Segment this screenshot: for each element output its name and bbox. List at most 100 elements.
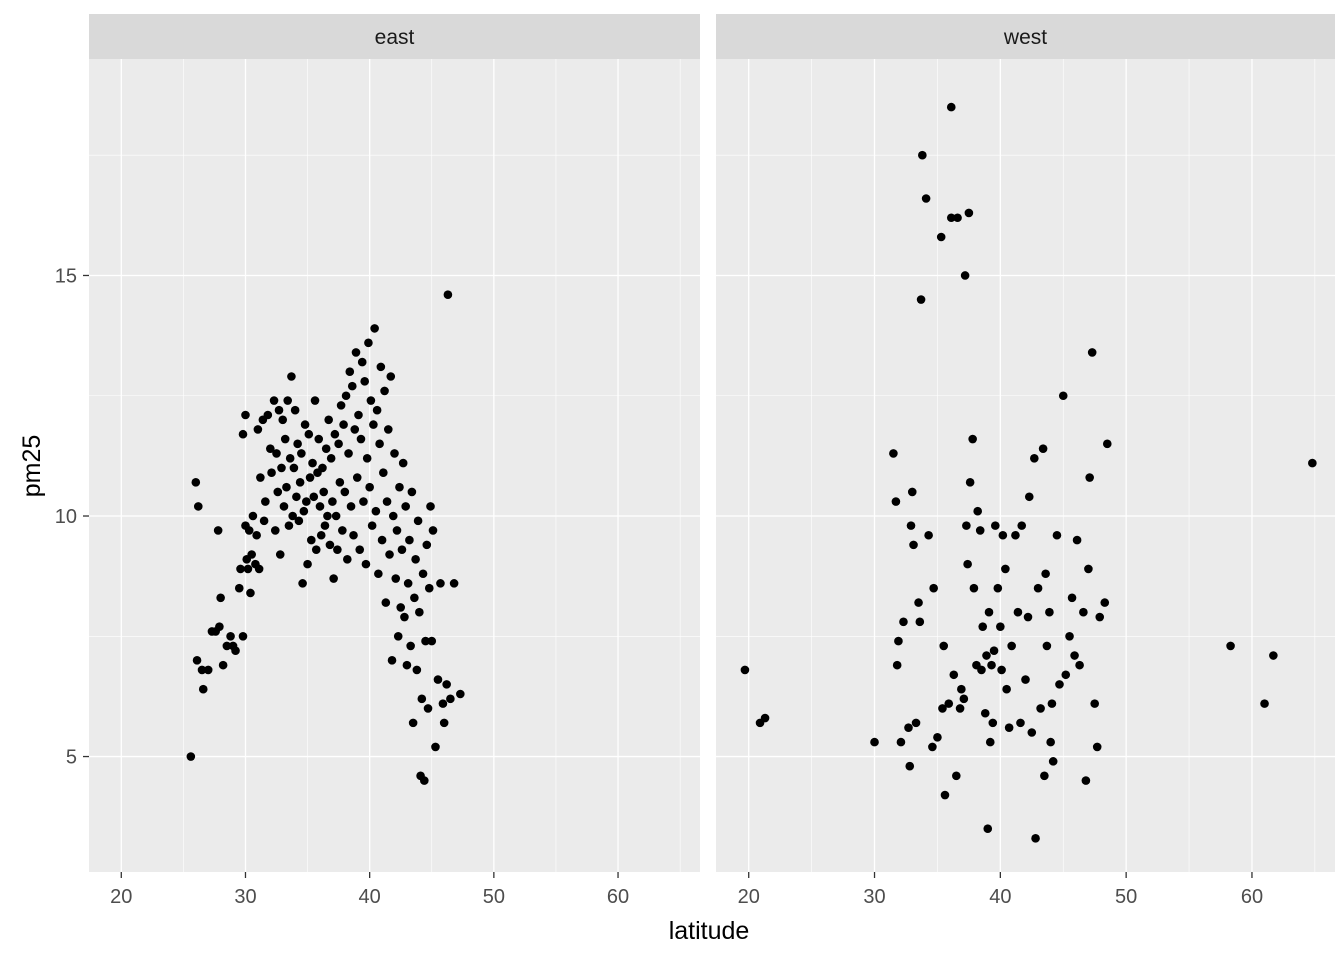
data-point	[403, 661, 412, 670]
data-point	[298, 579, 307, 588]
data-point	[282, 483, 291, 492]
data-point	[276, 550, 285, 559]
data-point	[394, 632, 403, 641]
x-tick-label: 60	[607, 886, 629, 908]
data-point	[1226, 642, 1235, 651]
data-point	[283, 396, 292, 405]
data-point	[976, 526, 985, 535]
data-point	[291, 406, 300, 415]
facet-panel-east: east 20 30 40 50 60	[89, 14, 700, 908]
data-point	[939, 642, 948, 651]
x-axis-title: latitude	[669, 917, 750, 945]
data-point	[899, 618, 908, 627]
data-point	[1061, 670, 1070, 679]
data-point	[985, 608, 994, 617]
data-point	[302, 497, 311, 506]
data-point	[1090, 699, 1099, 708]
data-point	[336, 478, 345, 487]
data-point	[385, 550, 394, 559]
data-point	[187, 752, 196, 761]
data-point	[345, 367, 354, 376]
data-point	[1045, 608, 1054, 617]
strip-label-west: west	[1003, 26, 1047, 49]
data-point	[254, 425, 263, 434]
data-point	[1031, 834, 1040, 843]
data-point	[434, 675, 443, 684]
data-point	[378, 536, 387, 545]
data-point	[440, 719, 449, 728]
data-point	[370, 324, 379, 333]
data-point	[1048, 699, 1057, 708]
data-point	[933, 733, 942, 742]
data-point	[937, 233, 946, 242]
data-point	[401, 502, 410, 511]
data-point	[429, 526, 438, 535]
data-point	[192, 478, 201, 487]
data-point	[386, 372, 395, 381]
data-point	[909, 541, 918, 550]
data-point	[994, 584, 1003, 593]
data-point	[892, 497, 901, 506]
data-point	[409, 719, 418, 728]
data-point	[1002, 685, 1011, 694]
data-point	[326, 541, 335, 550]
data-point	[285, 521, 294, 530]
data-point	[316, 502, 325, 511]
data-point	[1030, 454, 1039, 463]
data-point	[1055, 680, 1064, 689]
y-tick-label: 10	[55, 506, 77, 528]
data-point	[219, 661, 228, 670]
x-tick-label: 30	[863, 886, 885, 908]
data-point	[215, 622, 224, 631]
data-point	[996, 622, 1005, 631]
data-point	[1093, 743, 1102, 752]
data-point	[338, 526, 347, 535]
data-point	[1024, 613, 1033, 622]
data-point	[1075, 661, 1084, 670]
data-point	[916, 618, 925, 627]
y-tick-label: 15	[55, 265, 77, 287]
data-point	[424, 704, 433, 713]
data-point	[377, 363, 386, 372]
data-point	[382, 598, 391, 607]
data-point	[968, 435, 977, 444]
data-point	[343, 555, 352, 564]
data-point	[271, 526, 280, 535]
data-point	[239, 430, 248, 439]
data-point	[296, 478, 305, 487]
data-point	[741, 666, 750, 675]
data-point	[393, 526, 402, 535]
data-point	[988, 719, 997, 728]
data-point	[332, 512, 341, 521]
data-point	[960, 695, 969, 704]
data-point	[264, 411, 273, 420]
data-point	[439, 699, 448, 708]
data-point	[256, 473, 265, 482]
data-point	[396, 603, 405, 612]
data-point	[333, 545, 342, 554]
data-point	[408, 488, 417, 497]
data-point	[1085, 473, 1094, 482]
data-point	[359, 497, 368, 506]
data-point	[236, 565, 245, 574]
data-point	[1082, 776, 1091, 785]
data-point	[1046, 738, 1055, 747]
data-point	[897, 738, 906, 747]
data-point	[894, 637, 903, 646]
x-tick-label: 40	[359, 886, 381, 908]
data-point	[255, 565, 264, 574]
data-point	[997, 666, 1006, 675]
data-point	[400, 613, 409, 622]
data-point	[1041, 569, 1050, 578]
data-point	[1084, 565, 1093, 574]
data-point	[252, 531, 261, 540]
data-point	[244, 565, 253, 574]
data-point	[973, 507, 982, 516]
data-point	[917, 295, 926, 304]
data-point	[456, 690, 465, 699]
data-point	[414, 517, 423, 526]
data-point	[425, 584, 434, 593]
data-point	[928, 743, 937, 752]
data-point	[987, 661, 996, 670]
